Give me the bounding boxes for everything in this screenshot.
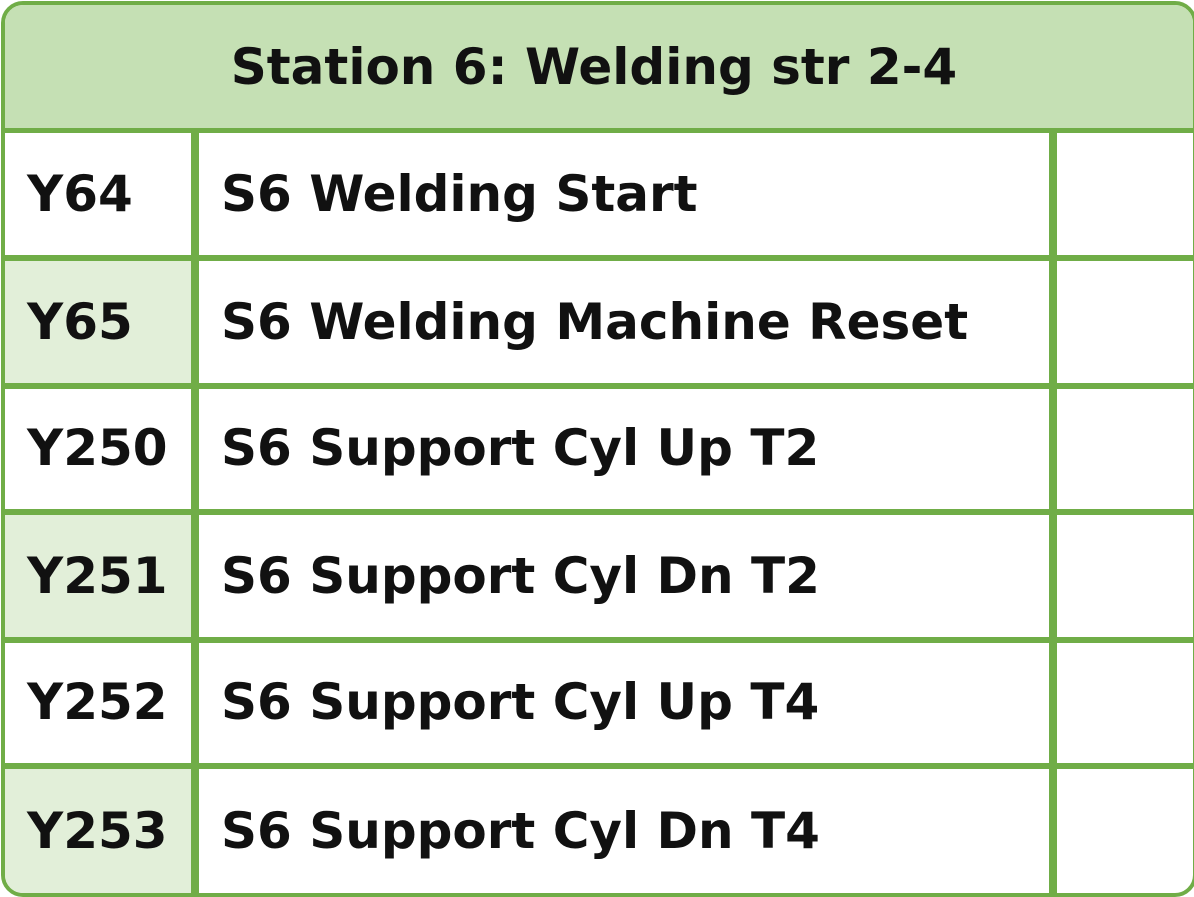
output-description: S6 Welding Machine Reset	[221, 293, 969, 351]
station-title: Station 6: Welding str 2-4	[230, 37, 958, 96]
output-description: S6 Support Cyl Up T2	[221, 419, 820, 477]
table-row[interactable]: Y252 S6 Support Cyl Up T4	[5, 641, 1193, 769]
output-status-cell	[1059, 387, 1193, 509]
table-row[interactable]: Y251 S6 Support Cyl Dn T2	[5, 515, 1193, 643]
io-table: Y64 S6 Welding Start Y65 S6 Welding Mach…	[5, 133, 1193, 893]
output-code: Y252	[27, 673, 168, 731]
output-description: S6 Support Cyl Dn T2	[221, 547, 820, 605]
column-divider	[1049, 133, 1057, 893]
output-code: Y250	[27, 419, 168, 477]
output-code: Y251	[5, 515, 191, 637]
table-row[interactable]: Y250 S6 Support Cyl Up T2	[5, 387, 1193, 515]
output-status-cell	[1059, 261, 1193, 383]
column-divider	[191, 133, 199, 893]
station-title-bar: Station 6: Welding str 2-4	[5, 5, 1193, 133]
table-row[interactable]: Y253 S6 Support Cyl Dn T4	[5, 769, 1193, 893]
output-code: Y253	[5, 769, 191, 893]
output-description: S6 Support Cyl Dn T4	[221, 802, 820, 860]
output-status-cell	[1059, 515, 1193, 637]
output-code: Y65	[5, 261, 191, 383]
table-row[interactable]: Y65 S6 Welding Machine Reset	[5, 261, 1193, 389]
output-description: S6 Support Cyl Up T4	[221, 673, 820, 731]
output-description: S6 Welding Start	[221, 165, 698, 223]
output-status-cell	[1059, 641, 1193, 763]
output-status-cell	[1059, 133, 1193, 255]
table-row[interactable]: Y64 S6 Welding Start	[5, 133, 1193, 261]
output-code: Y64	[27, 165, 133, 223]
output-status-cell	[1059, 769, 1193, 893]
